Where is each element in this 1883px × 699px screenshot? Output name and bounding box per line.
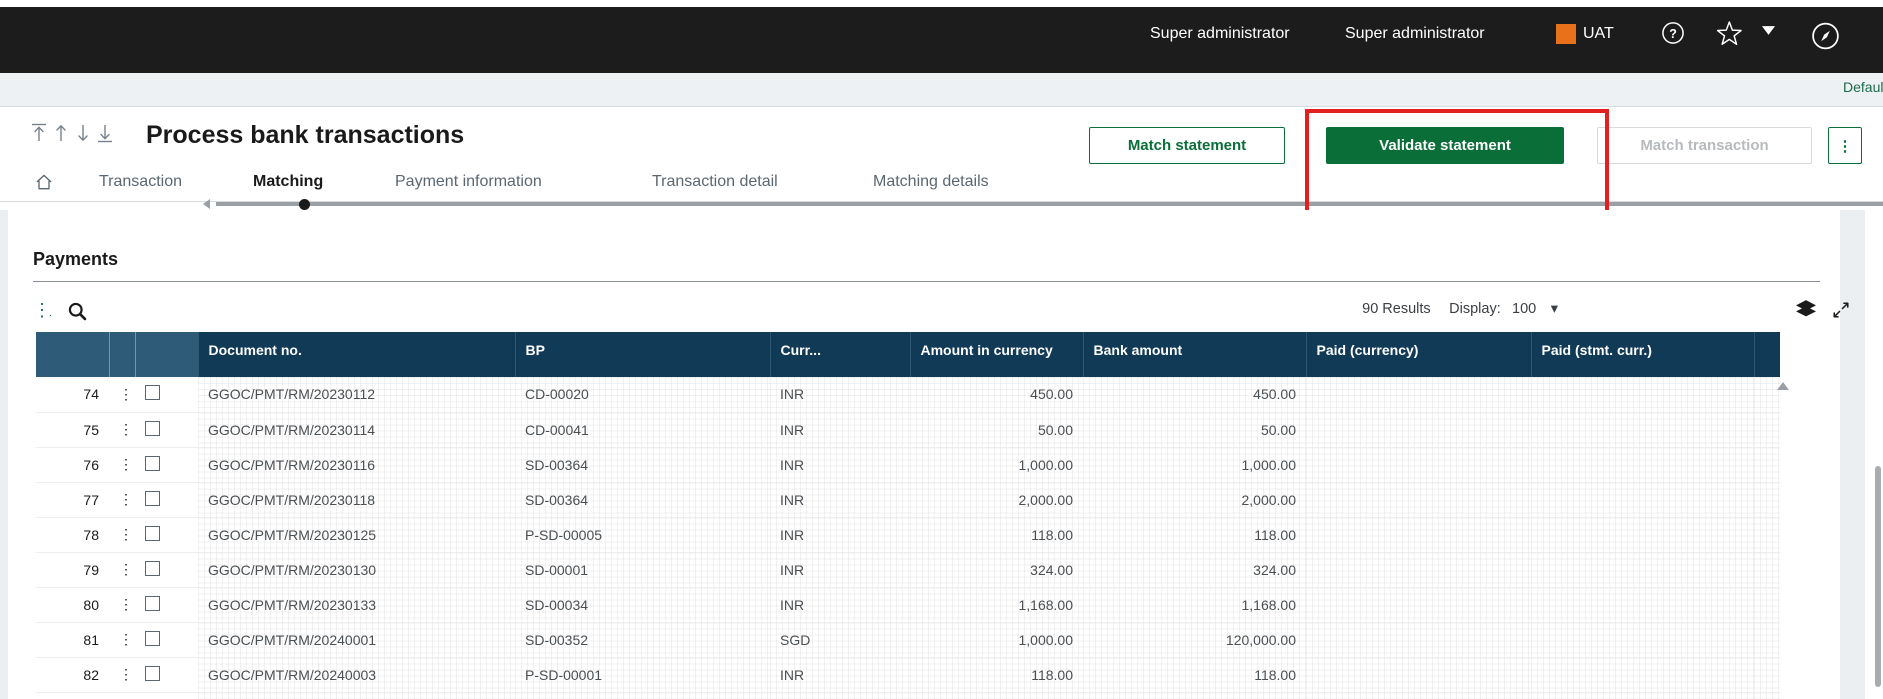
svg-text:?: ? [1669, 27, 1677, 41]
